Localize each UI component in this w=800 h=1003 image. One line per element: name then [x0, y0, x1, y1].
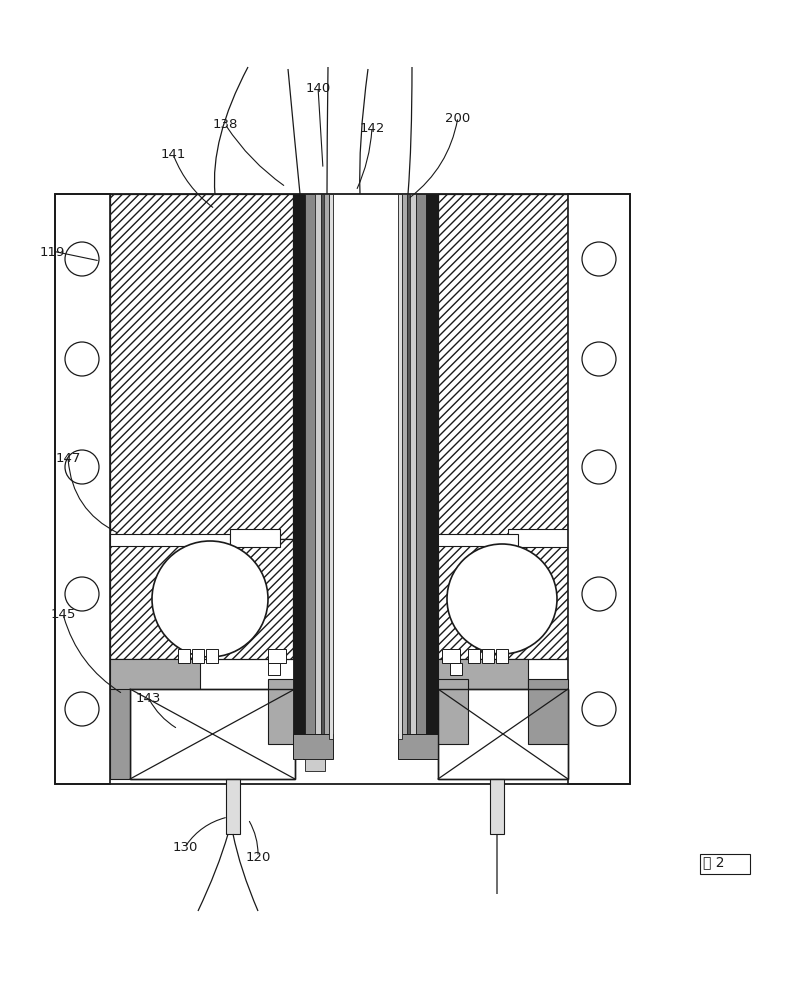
- Bar: [438, 195, 568, 540]
- Text: 141: 141: [160, 148, 186, 161]
- Bar: [426, 195, 438, 739]
- Bar: [268, 663, 280, 675]
- Bar: [416, 195, 426, 739]
- Bar: [268, 649, 286, 663]
- Bar: [110, 659, 200, 694]
- Bar: [178, 649, 190, 663]
- Circle shape: [447, 545, 557, 654]
- Bar: [130, 689, 295, 779]
- Bar: [438, 679, 468, 744]
- Bar: [407, 195, 410, 739]
- Circle shape: [65, 450, 99, 484]
- Bar: [442, 649, 460, 663]
- Bar: [496, 649, 508, 663]
- Bar: [110, 689, 130, 779]
- Bar: [321, 195, 324, 739]
- Bar: [315, 195, 321, 739]
- Bar: [293, 195, 305, 739]
- Bar: [468, 649, 480, 663]
- Text: 138: 138: [212, 118, 238, 131]
- Text: 图 2: 图 2: [703, 855, 725, 869]
- Bar: [226, 779, 240, 834]
- Text: 145: 145: [50, 608, 76, 621]
- Circle shape: [582, 450, 616, 484]
- Bar: [305, 195, 315, 739]
- Bar: [268, 679, 296, 744]
- Bar: [110, 535, 230, 547]
- Bar: [55, 195, 110, 784]
- Bar: [130, 689, 295, 779]
- Circle shape: [582, 578, 616, 612]
- Text: 130: 130: [172, 841, 198, 854]
- Bar: [293, 734, 333, 759]
- Circle shape: [65, 343, 99, 376]
- Bar: [450, 663, 462, 675]
- Bar: [438, 689, 568, 779]
- Bar: [438, 540, 568, 659]
- Bar: [305, 759, 325, 771]
- Circle shape: [582, 343, 616, 376]
- Circle shape: [65, 692, 99, 726]
- Bar: [490, 779, 504, 834]
- Bar: [329, 195, 333, 739]
- Circle shape: [65, 578, 99, 612]
- Text: 142: 142: [359, 121, 385, 134]
- Bar: [230, 530, 280, 548]
- Text: 140: 140: [306, 81, 330, 94]
- Bar: [206, 649, 218, 663]
- Bar: [438, 535, 518, 547]
- Bar: [110, 195, 293, 540]
- Bar: [508, 530, 568, 548]
- Bar: [192, 649, 204, 663]
- Bar: [528, 679, 568, 744]
- Bar: [402, 195, 407, 739]
- Text: 143: 143: [135, 691, 161, 704]
- Bar: [438, 659, 528, 694]
- Text: 119: 119: [39, 246, 65, 258]
- Text: 200: 200: [446, 111, 470, 124]
- Circle shape: [65, 243, 99, 277]
- Bar: [438, 689, 568, 779]
- Circle shape: [582, 692, 616, 726]
- Bar: [398, 734, 438, 759]
- Bar: [568, 195, 630, 784]
- Circle shape: [152, 542, 268, 657]
- Circle shape: [582, 243, 616, 277]
- Text: 120: 120: [246, 851, 270, 864]
- Bar: [110, 540, 293, 659]
- Bar: [410, 195, 416, 739]
- Bar: [482, 649, 494, 663]
- Bar: [398, 195, 402, 739]
- Bar: [324, 195, 329, 739]
- Bar: [700, 855, 750, 875]
- Text: 147: 147: [55, 451, 81, 464]
